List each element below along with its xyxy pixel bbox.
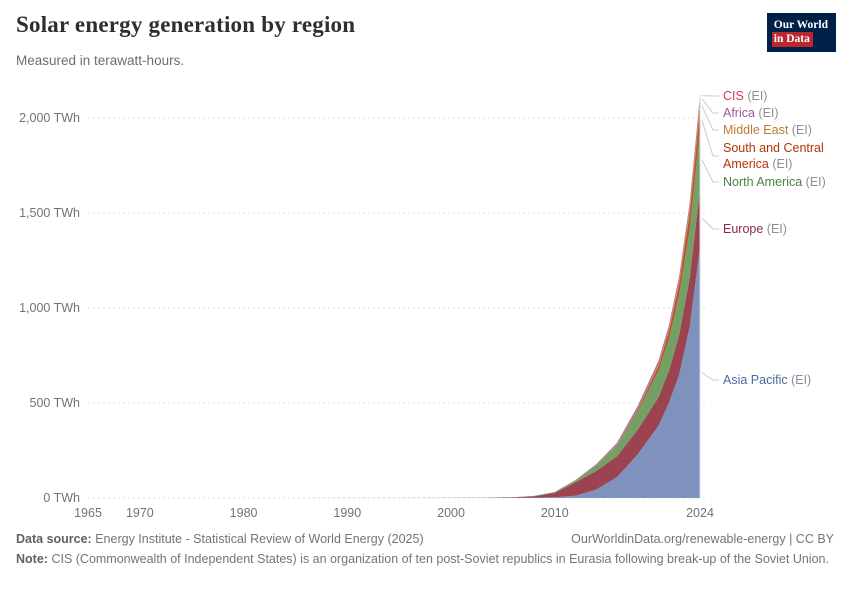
x-tick-label: 1965 — [74, 506, 102, 520]
legend-europe[interactable]: Europe (EI) — [723, 221, 849, 237]
legend-cis[interactable]: CIS (EI) — [723, 88, 849, 104]
data-source-label: Data source: — [16, 532, 92, 546]
legend-suffix: (EI) — [787, 373, 812, 387]
y-tick-label: 500 TWh — [30, 396, 81, 410]
legend-africa[interactable]: Africa (EI) — [723, 105, 849, 121]
x-tick-label: 1980 — [230, 506, 258, 520]
chart-area: 0 TWh 500 TWh 1,000 TWh 1,500 TWh 2,000 TWh 1… — [0, 78, 850, 538]
legend-suffix: (EI) — [802, 175, 826, 189]
x-tick-label: 1990 — [333, 506, 361, 520]
y-tick-label: 1,000 TWh — [19, 301, 80, 315]
y-tick-label: 2,000 TWh — [19, 111, 80, 125]
x-tick-label: 2010 — [541, 506, 569, 520]
stacked-area-chart[interactable]: 0 TWh 500 TWh 1,000 TWh 1,500 TWh 2,000 TWh 1… — [0, 78, 850, 538]
legend-label: Africa — [723, 106, 755, 120]
logo-line2: in Data — [771, 32, 813, 47]
legend-connector-africa — [701, 98, 719, 114]
legend-label: North America — [723, 175, 803, 189]
area-south-and-central-america[interactable] — [88, 110, 700, 499]
data-source-text: Energy Institute - Statistical Review of… — [95, 532, 424, 546]
legend-connector-middle-east — [701, 105, 719, 131]
area-middle-east[interactable] — [88, 101, 700, 498]
area-cis[interactable] — [88, 95, 700, 498]
legend-label: Europe — [723, 222, 764, 236]
page-title: Solar energy generation by region — [16, 12, 356, 37]
attribution-link[interactable]: OurWorldinData.org/renewable-energy | CC… — [571, 532, 834, 546]
chart-subtitle: Measured in terawatt-hours. — [16, 53, 185, 68]
chart-note: Note: CIS (Commonwealth of Independent S… — [16, 551, 834, 568]
legend-suffix: (EI) — [768, 157, 793, 171]
legend-label: South and Central America — [723, 141, 824, 171]
logo-line1: Our World — [773, 19, 828, 31]
x-tick-label: 2000 — [437, 506, 465, 520]
chart-footer: Data source: Energy Institute - Statisti… — [16, 531, 834, 568]
legend-suffix: (EI) — [763, 222, 787, 236]
area-europe[interactable] — [88, 189, 700, 498]
legend-north-america[interactable]: North America (EI) — [723, 174, 849, 190]
legend-connector-asia-pacific — [701, 372, 719, 381]
legend-connector-south-and-central-america — [701, 120, 719, 157]
legend-label: CIS — [723, 89, 744, 103]
area-asia-pacific[interactable] — [88, 247, 700, 498]
legend-label: Middle East — [723, 123, 789, 137]
data-source: Data source: Energy Institute - Statisti… — [16, 531, 424, 548]
y-tick-label: 0 TWh — [43, 491, 80, 505]
x-tick-label: 1970 — [126, 506, 154, 520]
area-africa[interactable] — [88, 96, 700, 499]
x-tick-label: 2024 — [686, 506, 714, 520]
area-north-america[interactable] — [88, 130, 700, 498]
legend-label: Asia Pacific — [723, 373, 788, 387]
legend-suffix: (EI) — [743, 89, 768, 103]
legend-connector-europe — [701, 217, 719, 230]
owid-logo[interactable]: Our World in Data — [766, 13, 836, 52]
legend-south-and-central-america[interactable]: South and Central America (EI) — [723, 140, 849, 172]
legend-middle-east[interactable]: Middle East (EI) — [723, 122, 849, 138]
note-label: Note: — [16, 552, 48, 566]
legend-suffix: (EI) — [788, 123, 812, 137]
legend-asia-pacific[interactable]: Asia Pacific (EI) — [723, 372, 849, 388]
legend-suffix: (EI) — [754, 106, 779, 120]
note-text: CIS (Commonwealth of Independent States)… — [51, 552, 829, 566]
legend-connector-north-america — [701, 159, 719, 183]
y-tick-label: 1,500 TWh — [19, 206, 80, 220]
